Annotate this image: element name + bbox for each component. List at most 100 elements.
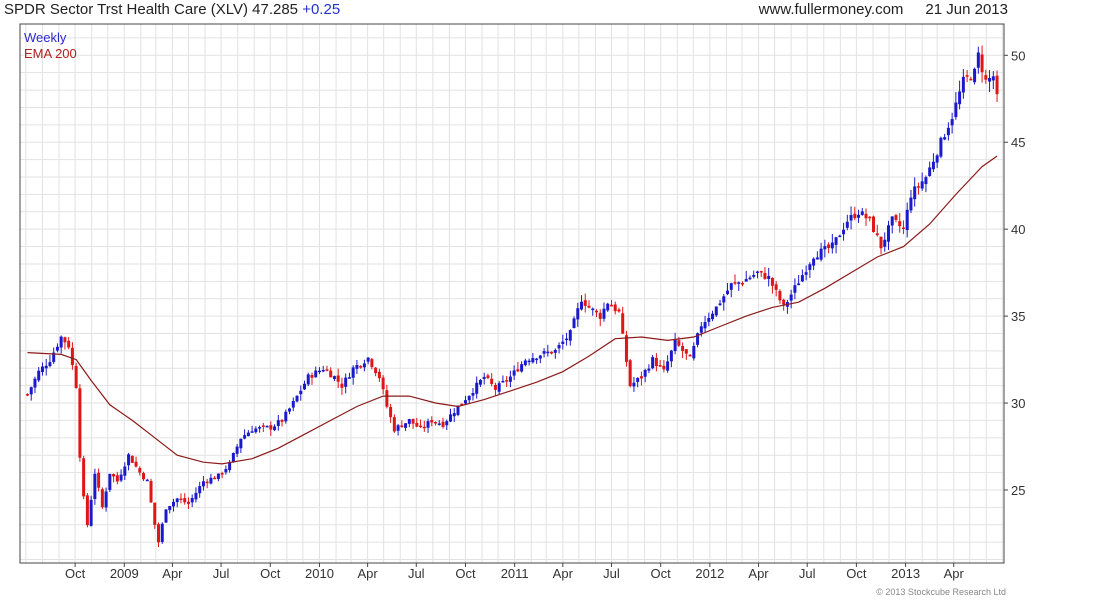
candle-body	[767, 276, 771, 279]
candle-body	[594, 310, 598, 313]
chart-date: 21 Jun 2013	[925, 1, 1008, 18]
candle-body	[980, 54, 984, 73]
candle-body	[598, 312, 602, 319]
candle-body	[864, 213, 868, 219]
candle-body	[216, 473, 220, 479]
candle-body	[797, 283, 801, 286]
candle-body	[636, 377, 640, 382]
candle-body	[778, 291, 782, 301]
candle-body	[284, 411, 288, 422]
candle-body	[894, 215, 898, 220]
candle-body	[553, 349, 557, 353]
candle-body	[684, 349, 688, 354]
candle-body	[171, 501, 175, 507]
candle-body	[400, 425, 404, 428]
candle-body	[183, 498, 187, 503]
candle-body	[138, 468, 142, 473]
y-tick-label: 30	[1011, 396, 1025, 411]
candle-body	[658, 365, 662, 367]
candle-body	[299, 390, 303, 395]
y-tick-label: 35	[1011, 309, 1025, 324]
candle-body	[467, 395, 471, 401]
x-tick-label: 2011	[501, 566, 529, 581]
candle-body	[662, 365, 666, 370]
candle-body	[422, 426, 426, 429]
candle-body	[602, 308, 606, 319]
candle-body	[535, 358, 539, 361]
candle-body	[40, 366, 44, 373]
candle-body	[52, 352, 56, 362]
candle-body	[969, 78, 973, 81]
candle-body	[231, 452, 235, 462]
x-tick-label: Oct	[455, 566, 476, 581]
candle-body	[898, 221, 902, 227]
candle-body	[336, 375, 340, 382]
candle-body	[396, 425, 400, 431]
candle-body	[834, 237, 838, 245]
candle-body	[209, 477, 213, 484]
candle-body	[842, 229, 846, 235]
candle-body	[759, 271, 763, 273]
candle-body	[164, 509, 168, 523]
candle-body	[958, 91, 962, 105]
x-tick-label: Jul	[603, 566, 620, 581]
candle-body	[235, 446, 239, 454]
candle-body	[920, 181, 924, 189]
candle-body	[404, 423, 408, 428]
candle-body	[59, 336, 63, 348]
candle-body	[838, 235, 842, 238]
candle-body	[752, 274, 756, 277]
candle-body	[55, 346, 59, 351]
candle-body	[800, 275, 804, 282]
candle-body	[194, 492, 198, 500]
candle-body	[733, 282, 737, 284]
candle-body	[714, 306, 718, 316]
candle-body	[699, 326, 703, 333]
candle-body	[849, 214, 853, 221]
candle-body	[830, 242, 834, 249]
chart-title: SPDR Sector Trst Health Care (XLV)	[4, 1, 248, 18]
gridlines	[20, 24, 1004, 563]
candle-body	[449, 414, 452, 422]
ema-200-line	[27, 155, 998, 465]
candle-body	[632, 382, 636, 387]
candle-body	[609, 304, 613, 307]
y-tick-label: 50	[1011, 48, 1025, 63]
candle-body	[224, 469, 228, 473]
candle-body	[246, 432, 250, 437]
candle-body	[452, 413, 456, 417]
candle-body	[497, 383, 501, 392]
candle-body	[269, 425, 273, 430]
candle-body	[681, 346, 685, 351]
x-tick-label: Jul	[213, 566, 230, 581]
candle-body	[568, 330, 572, 341]
candle-body	[673, 339, 677, 352]
candle-body	[29, 387, 33, 395]
website-link[interactable]: www.fullermoney.com	[758, 1, 904, 18]
candle-body	[355, 365, 359, 369]
candle-body	[112, 474, 116, 477]
candle-body	[243, 435, 247, 439]
candle-body	[389, 406, 393, 418]
candle-body	[755, 271, 759, 274]
candle-body	[288, 408, 292, 412]
candle-body	[707, 317, 711, 322]
candle-body	[991, 76, 995, 81]
candle-body	[527, 360, 531, 363]
candle-body	[456, 405, 460, 415]
candle-body	[104, 491, 108, 508]
candle-body	[523, 360, 527, 366]
candle-body	[901, 227, 905, 229]
candle-body	[325, 369, 329, 371]
candle-body	[478, 379, 482, 385]
candle-body	[583, 300, 587, 306]
candle-body	[628, 360, 632, 387]
candle-body	[905, 209, 909, 231]
candle-body	[520, 364, 524, 372]
x-tick-label: 2012	[695, 566, 724, 581]
candle-body	[100, 489, 104, 508]
candle-body	[961, 76, 965, 93]
x-tick-label: Oct	[846, 566, 867, 581]
candle-body	[808, 264, 812, 270]
candle-body	[711, 313, 715, 320]
